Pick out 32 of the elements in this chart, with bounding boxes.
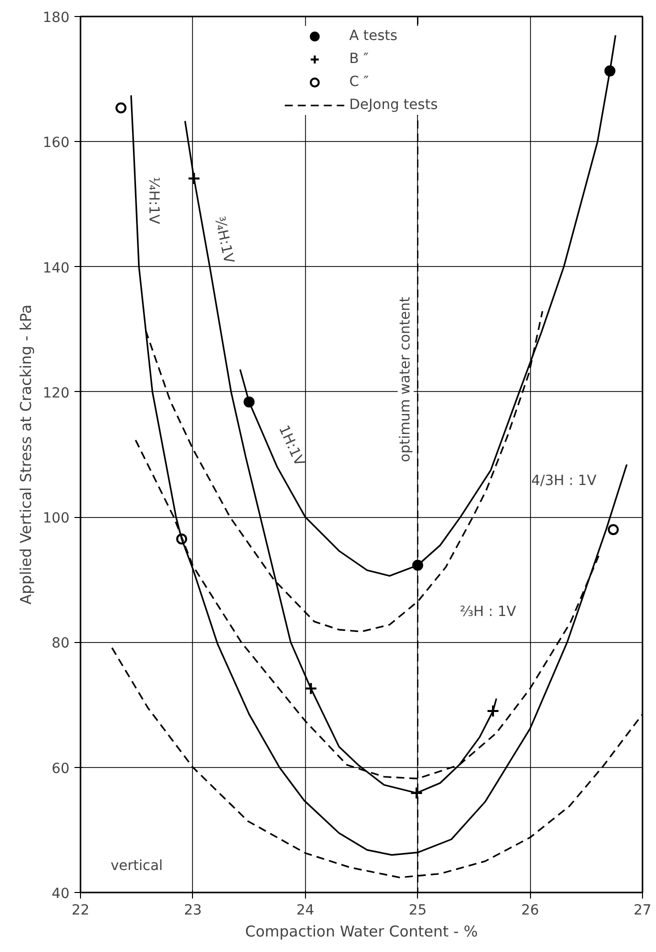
x-tick-label: 26 (521, 902, 540, 918)
y-tick-label: 160 (42, 135, 70, 152)
legend-label: B ″ (349, 51, 370, 67)
y-tick-label: 80 (52, 636, 70, 652)
point (608, 524, 619, 536)
x-axis-title: Compaction Water Content - % (245, 922, 478, 940)
y-tick-label: 100 (42, 510, 70, 527)
y-tick-label: 140 (42, 260, 70, 276)
point (410, 786, 424, 800)
point (304, 682, 318, 696)
ref-line-label: optimum water content (398, 296, 414, 462)
annotation: ⅔H : 1V (460, 604, 516, 620)
y-tick-label: 120 (42, 385, 70, 402)
y-tick-label: 60 (52, 760, 70, 777)
annotation: ¼H:1V (146, 176, 162, 225)
point (486, 704, 500, 718)
annotation: vertical (110, 858, 163, 874)
y-tick-label: 40 (52, 886, 70, 902)
x-tick-label: 25 (408, 902, 427, 918)
x-tick-label: 23 (184, 902, 202, 918)
annotation: ¾H:1V (211, 215, 237, 266)
legend-label: A tests (349, 28, 398, 44)
x-tick-label: 27 (634, 902, 652, 918)
point (188, 172, 201, 186)
y-axis-title: Applied Vertical Stress at Cracking - kPa (16, 304, 35, 604)
legend-label: DeJong tests (349, 97, 438, 113)
point (115, 102, 126, 114)
x-tick-label: 24 (296, 902, 314, 918)
annotation: 4/3H : 1V (531, 472, 597, 489)
y-tick-label: 180 (42, 10, 70, 26)
x-tick-label: 22 (72, 902, 90, 918)
legend-label: C ″ (349, 74, 370, 90)
